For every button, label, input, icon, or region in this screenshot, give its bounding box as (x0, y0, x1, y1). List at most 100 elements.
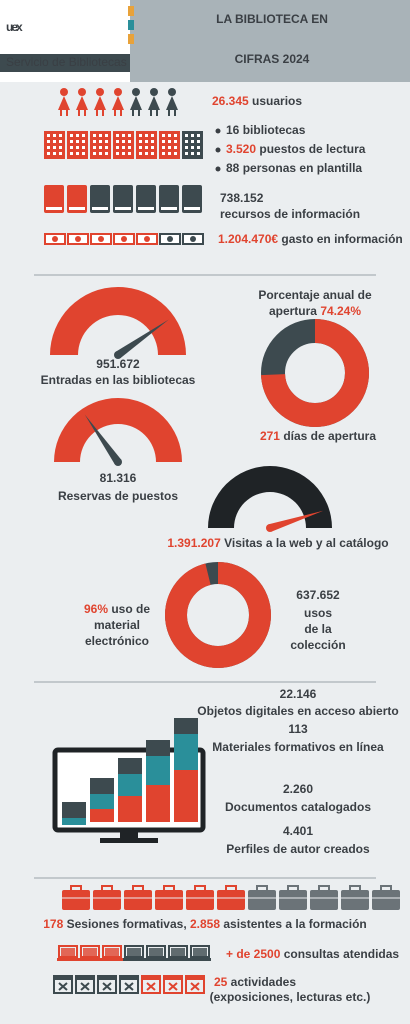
building-icon (70, 140, 73, 143)
laptop-icon (58, 945, 78, 958)
money-icon (190, 236, 196, 242)
collection-label: de la (304, 622, 332, 636)
person-icon (114, 109, 116, 116)
briefcase-icon (310, 890, 338, 910)
gauge-arc (54, 398, 182, 462)
resources-value: 738.152 (220, 191, 264, 205)
gauge-arc (50, 287, 186, 355)
donut-arc (165, 562, 271, 668)
label: 1.204.470€ gasto en información (218, 232, 403, 246)
building-icon (191, 140, 194, 143)
building-icon (116, 134, 119, 137)
book-icon (90, 185, 110, 213)
building-icon (122, 146, 125, 149)
book-icon (69, 207, 85, 210)
person-icon (150, 88, 158, 96)
person-icon (112, 96, 124, 110)
calendar-icon (146, 982, 156, 991)
book-icon (159, 185, 179, 213)
entries-label: Entradas en las bibliotecas (41, 373, 196, 387)
building-icon (191, 134, 194, 137)
building-icon (59, 134, 62, 137)
laptop-icon (167, 958, 189, 961)
building-icon (197, 134, 200, 137)
briefcase-icon (372, 890, 400, 910)
laptop-icon (105, 948, 119, 956)
building-icon (162, 140, 165, 143)
calendar-icon (80, 982, 90, 991)
money-icon (75, 236, 81, 242)
building-icon (82, 146, 85, 149)
label: 178 Sesiones formativas, 2.858 asistente… (43, 917, 367, 931)
electronic-label: electrónico (85, 634, 149, 648)
calendar-icon (54, 976, 72, 980)
building-icon (122, 134, 125, 137)
label: 1.204.470€ (218, 232, 278, 246)
person-icon (60, 109, 62, 116)
building-icon (185, 146, 188, 149)
building-icon (59, 152, 62, 155)
building-icon (197, 140, 200, 143)
person-icon (168, 109, 170, 116)
bar-graphic (118, 796, 142, 822)
building-icon (47, 134, 50, 137)
building-icon (145, 134, 148, 137)
label: Sesiones formativas, (67, 917, 187, 931)
briefcase-icon (93, 890, 121, 910)
building-icon (76, 134, 79, 137)
building-icon (162, 134, 165, 137)
laptop-icon (149, 948, 163, 956)
building-icon (122, 140, 125, 143)
laptop-icon (102, 945, 122, 958)
building-icon (145, 152, 148, 155)
label: 25 (214, 975, 228, 989)
building-icon (76, 152, 79, 155)
laptop-icon (127, 948, 141, 956)
building-icon (59, 146, 62, 149)
label: 3.520 puestos de lectura (226, 142, 366, 156)
building-icon (151, 152, 154, 155)
building-icon (168, 152, 171, 155)
bullet (215, 147, 221, 153)
reservations-value: 81.316 (100, 471, 137, 485)
building-icon (139, 152, 142, 155)
laptop-icon (171, 948, 185, 956)
bar-graphic (118, 774, 142, 796)
book-icon (46, 207, 62, 210)
service-name: Servicio de Bibliotecas (6, 55, 127, 69)
money-icon (121, 236, 127, 242)
person-icon (60, 88, 68, 96)
label: 16 (226, 123, 240, 137)
book-icon (92, 207, 108, 210)
digital-value: 22.146 (280, 687, 317, 701)
building-icon (82, 134, 85, 137)
calendar-icon (76, 976, 94, 980)
person-icon (156, 109, 158, 116)
label: 88 (226, 161, 240, 175)
book-icon (67, 185, 87, 213)
label: 1.391.207 (167, 536, 221, 550)
building-icon (53, 134, 56, 137)
money-icon (52, 236, 58, 242)
briefcase-icon (186, 890, 214, 910)
building-icon (99, 152, 102, 155)
page-title: CIFRAS 2024 (235, 52, 310, 66)
building-icon (128, 146, 131, 149)
building-icon (116, 152, 119, 155)
laptop-icon (57, 958, 79, 961)
building-icon (76, 146, 79, 149)
building-icon (145, 146, 148, 149)
person-icon (78, 109, 80, 116)
label: 96% uso de (84, 602, 150, 616)
gauge-needle (114, 458, 122, 466)
collection-label: colección (290, 638, 345, 652)
building-icon (70, 134, 73, 137)
monitor-stand (120, 830, 138, 839)
calendar-icon (102, 982, 112, 991)
briefcase-icon (248, 890, 276, 910)
book-icon (182, 185, 202, 213)
bar-graphic (146, 740, 170, 756)
building-icon (145, 140, 148, 143)
label: 26.345 usuarios (212, 94, 302, 108)
calendar-icon (168, 982, 178, 991)
